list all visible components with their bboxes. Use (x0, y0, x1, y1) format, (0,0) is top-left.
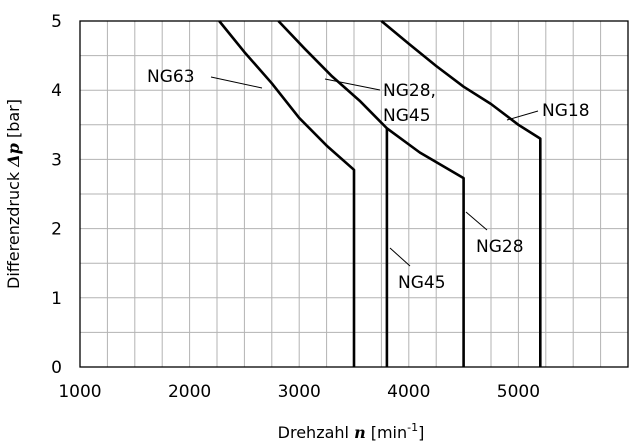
y-tick-label: 5 (51, 12, 62, 32)
x-tick-label: 1000 (58, 382, 101, 402)
y-tick-label: 4 (51, 81, 62, 101)
y-tick-label: 1 (51, 289, 62, 309)
series-line-ng28-ng45 (277, 20, 465, 367)
x-tick-label: 2000 (168, 382, 211, 402)
annotation-ng63: NG63 (147, 67, 195, 87)
annotation-leaders (210, 76, 539, 267)
annotations: NG63 NG28, NG45 NG18 NG28 NG45 (147, 67, 590, 293)
annotation-ng28c: NG28 (476, 237, 524, 257)
x-axis-label: Drehzahl n [min-1] (278, 421, 425, 442)
series-line-ng63 (218, 20, 356, 367)
x-tick-label: 5000 (497, 382, 540, 402)
annotation-ng18: NG18 (542, 101, 590, 121)
y-axis-label: Differenzdruck Δp [bar] (4, 99, 23, 289)
annotation-ng28b: NG45 (383, 106, 431, 126)
annotation-ng45: NG45 (398, 273, 446, 293)
x-tick-label: 4000 (387, 382, 430, 402)
leader-line-ng18 (506, 110, 539, 121)
curves (218, 20, 542, 367)
leader-line-ng28c (465, 211, 488, 231)
series-line-ng18 (380, 20, 542, 367)
x-tick-label: 3000 (278, 382, 321, 402)
annotation-ng28a: NG28, (383, 81, 436, 101)
y-tick-label: 0 (51, 358, 62, 378)
leader-line-ng28a (324, 78, 381, 91)
y-tick-label: 3 (51, 150, 62, 170)
y-tick-label: 2 (51, 220, 62, 240)
leader-line-ng63 (210, 76, 263, 89)
leader-line-ng45 (389, 247, 411, 267)
tick-labels: 1000 2000 3000 4000 5000 0 1 2 3 4 5 (51, 12, 540, 402)
